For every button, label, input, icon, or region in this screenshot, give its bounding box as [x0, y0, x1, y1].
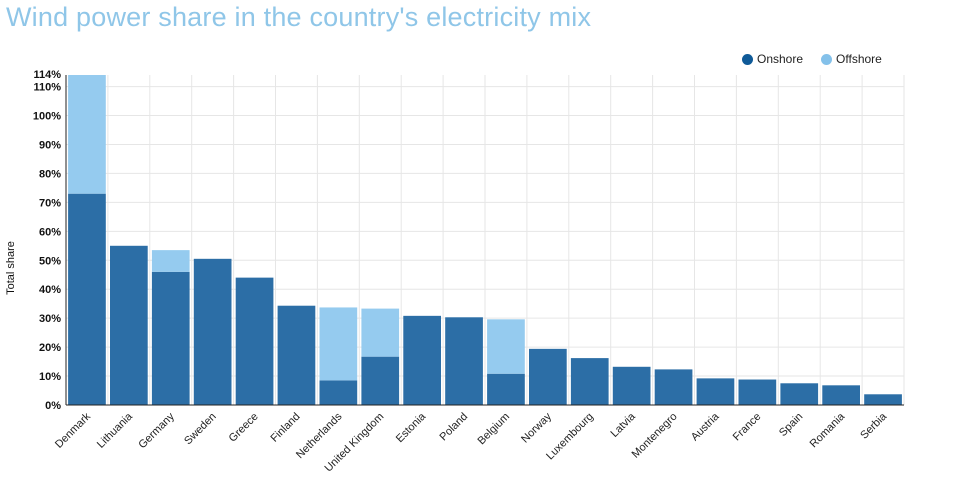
y-tick-label: 100% [33, 111, 61, 123]
bar-onshore [277, 305, 316, 405]
bar-offshore [487, 319, 525, 374]
y-axis-title: Total share [5, 241, 17, 295]
chart-title: Wind power share in the country's electr… [6, 2, 592, 32]
legend-label-offshore: Offshore [836, 52, 882, 66]
bar-onshore [487, 373, 525, 405]
bar-onshore [235, 277, 274, 405]
x-category-label: Austria [689, 410, 722, 443]
bar-onshore [738, 379, 777, 405]
x-category-label: Latvia [609, 410, 639, 440]
y-tick-label: 110% [33, 82, 61, 94]
x-category-label: Belgium [475, 411, 512, 448]
legend-item-onshore[interactable]: Onshore [742, 52, 803, 66]
y-tick-label: 30% [39, 313, 61, 325]
legend: Onshore Offshore [742, 52, 900, 66]
bar-onshore [612, 366, 651, 405]
x-category-label: Finland [269, 411, 303, 445]
x-category-label: Greece [227, 411, 261, 445]
x-category-label: Norway [519, 410, 554, 445]
bar-onshore [445, 317, 483, 405]
bar-offshore [319, 307, 358, 381]
y-tick-label: 40% [39, 284, 61, 296]
legend-label-onshore: Onshore [757, 52, 804, 66]
bar-onshore [570, 358, 609, 405]
bar-offshore [68, 75, 106, 194]
x-category-label: Lithuania [95, 410, 136, 451]
x-category-label: Spain [777, 411, 805, 439]
bar-onshore [193, 258, 232, 405]
y-tick-label: 50% [39, 255, 61, 267]
bar-onshore [822, 385, 861, 405]
y-tick-label: 80% [39, 168, 61, 180]
legend-swatch-onshore [742, 53, 753, 65]
bar-onshore [528, 348, 567, 405]
bar-offshore [361, 308, 400, 357]
x-category-label: Serbia [858, 410, 890, 442]
bar-onshore [109, 245, 148, 405]
y-tick-label: 0% [45, 400, 61, 412]
bar-onshore [319, 380, 358, 405]
x-category-label: Romania [808, 410, 848, 450]
bar-onshore [403, 315, 442, 405]
y-tick-label: 60% [39, 226, 61, 238]
x-category-label: Germany [136, 410, 177, 451]
bar-onshore [696, 378, 735, 405]
y-tick-label: 70% [39, 197, 61, 209]
x-category-label: Sweden [182, 411, 219, 448]
bar-onshore [151, 271, 190, 405]
y-tick-label: 10% [39, 371, 61, 383]
bar-offshore [151, 250, 190, 272]
bar-onshore [68, 193, 106, 405]
x-category-label: Denmark [53, 410, 93, 450]
y-tick-label: 90% [39, 139, 61, 151]
bar-onshore [654, 369, 693, 405]
y-tick-label: 20% [39, 342, 61, 354]
x-category-label: Poland [437, 411, 470, 444]
x-category-label: Estonia [394, 410, 429, 445]
bar-onshore [361, 356, 400, 405]
legend-item-offshore[interactable]: Offshore [821, 52, 882, 66]
bar-onshore [780, 383, 819, 405]
bar-onshore [864, 394, 902, 405]
legend-swatch-offshore [821, 53, 833, 65]
x-category-label: France [731, 411, 764, 444]
y-max-label: 114% [33, 69, 61, 81]
x-category-label: Montenegro [630, 411, 680, 461]
